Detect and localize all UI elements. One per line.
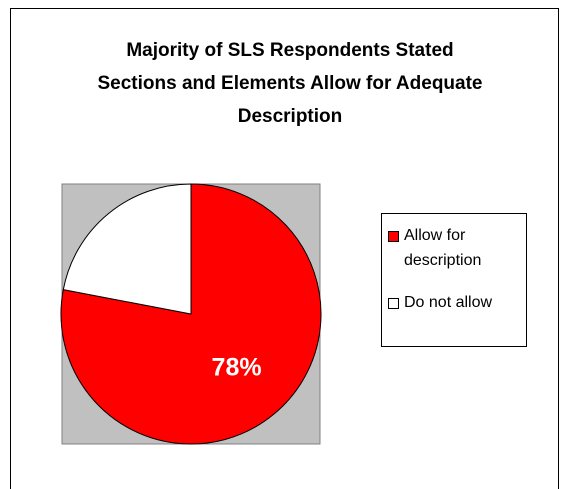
legend-label: Do not allow — [404, 294, 493, 311]
legend-swatch — [388, 231, 399, 242]
legend: Allow for description Do not allow — [381, 213, 527, 347]
pie-slice — [62, 183, 192, 315]
legend-item: Do not allow — [388, 290, 526, 315]
legend-swatch — [388, 298, 399, 309]
legend-item: Allow for description — [388, 223, 526, 273]
chart-title: Majority of SLS Respondents Stated Secti… — [97, 40, 483, 127]
legend-label: Allow for description — [404, 227, 482, 269]
data-label: 78% — [212, 354, 262, 382]
chart-frame — [10, 8, 559, 489]
